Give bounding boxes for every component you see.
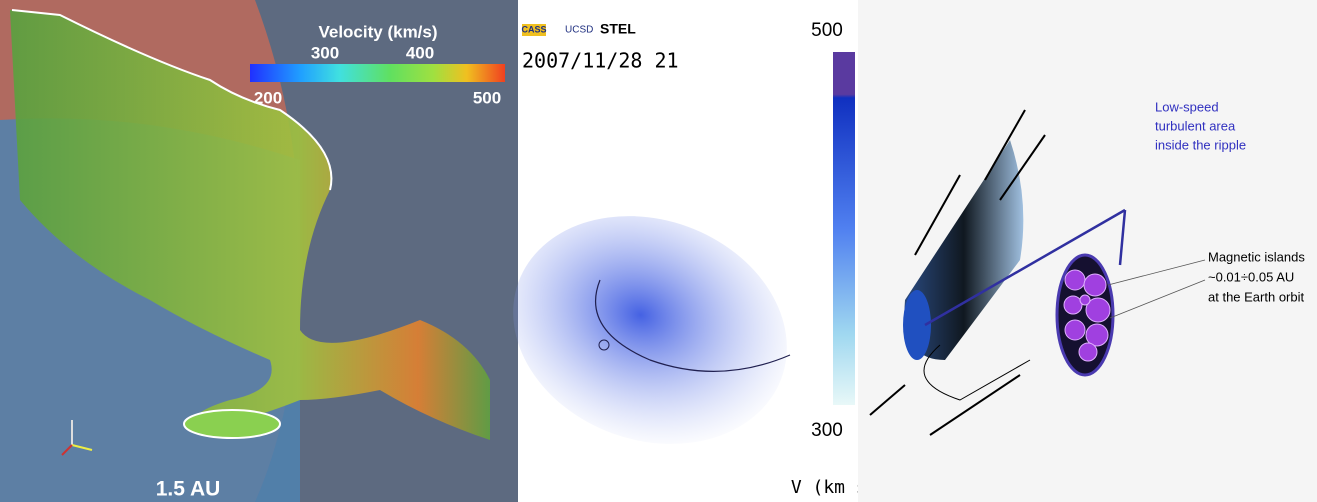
ucsd-logo: UCSD — [565, 25, 593, 36]
islands-label: Magnetic islands ~0.01÷0.05 AU at the Ea… — [1208, 249, 1305, 304]
figure: Velocity (km/s) 300 400 200 500 1.5 AU C… — [0, 0, 1317, 502]
distance-label: 1.5 AU — [156, 478, 221, 501]
cass-logo-text: CASS — [521, 24, 546, 34]
speed-colorbar — [833, 52, 855, 405]
colorbar-title: Velocity (km/s) — [318, 22, 437, 41]
label-line: Magnetic islands — [1208, 249, 1305, 264]
colorbar-tick: 200 — [254, 88, 282, 107]
label-line: Low-speed — [1155, 99, 1219, 114]
page: Velocity (km/s) 300 400 200 500 1.5 AU C… — [0, 0, 1317, 502]
colorbar-tick: 500 — [473, 88, 501, 107]
colorbar-tick: 400 — [406, 43, 434, 62]
label-line: at the Earth orbit — [1208, 289, 1304, 304]
timestamp: 2007/11/28 21 — [522, 49, 679, 73]
stel-logo: STEL — [600, 21, 636, 37]
label-line: inside the ripple — [1155, 137, 1246, 152]
velocity-colorbar — [250, 64, 505, 82]
colorbar-max: 500 — [811, 20, 843, 41]
label-line: turbulent area — [1155, 118, 1236, 133]
label-line: ~0.01÷0.05 AU — [1208, 269, 1294, 284]
colorbar-tick: 300 — [311, 43, 339, 62]
colorbar-min: 300 — [811, 420, 843, 441]
shock-blob — [184, 410, 280, 438]
